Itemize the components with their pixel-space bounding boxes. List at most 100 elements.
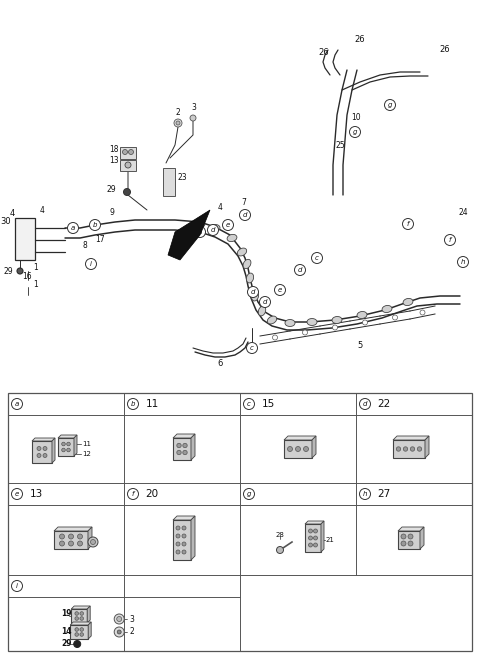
Polygon shape <box>425 436 429 458</box>
Circle shape <box>117 630 121 634</box>
Circle shape <box>296 447 300 451</box>
Circle shape <box>176 550 180 554</box>
Text: 25: 25 <box>335 141 345 150</box>
Text: 1: 1 <box>34 280 38 289</box>
FancyBboxPatch shape <box>173 438 191 460</box>
Circle shape <box>75 632 79 636</box>
Text: 26: 26 <box>355 35 365 44</box>
Circle shape <box>60 541 64 546</box>
Polygon shape <box>393 436 429 440</box>
Text: f: f <box>407 221 409 227</box>
Polygon shape <box>191 434 195 460</box>
Circle shape <box>176 542 180 546</box>
Text: 12: 12 <box>82 451 91 457</box>
Text: c: c <box>250 345 254 351</box>
Text: 5: 5 <box>358 341 362 350</box>
Text: h: h <box>363 491 367 497</box>
Text: d: d <box>298 267 302 273</box>
Text: 28: 28 <box>276 532 285 538</box>
Circle shape <box>207 224 218 236</box>
FancyBboxPatch shape <box>393 440 425 458</box>
Text: 26: 26 <box>440 45 450 54</box>
Circle shape <box>129 150 133 155</box>
Text: g: g <box>353 129 357 135</box>
Circle shape <box>77 534 83 539</box>
Ellipse shape <box>195 220 205 228</box>
Text: 7: 7 <box>241 198 246 207</box>
Circle shape <box>43 447 47 451</box>
Text: 4: 4 <box>10 209 14 218</box>
Circle shape <box>410 447 415 451</box>
Text: 9: 9 <box>109 208 114 217</box>
Text: 13: 13 <box>109 156 119 165</box>
Text: 20: 20 <box>145 489 158 499</box>
Circle shape <box>309 543 312 547</box>
Polygon shape <box>312 436 316 458</box>
Text: e: e <box>15 491 19 497</box>
Circle shape <box>295 264 305 276</box>
Circle shape <box>174 119 182 127</box>
Text: g: g <box>247 491 251 497</box>
Circle shape <box>309 529 312 533</box>
Text: e: e <box>226 222 230 228</box>
Polygon shape <box>398 527 424 531</box>
Text: 29: 29 <box>107 185 116 194</box>
Circle shape <box>243 398 254 409</box>
Circle shape <box>349 127 360 138</box>
Text: 29: 29 <box>61 640 72 649</box>
Circle shape <box>408 534 413 539</box>
FancyBboxPatch shape <box>305 524 321 552</box>
Circle shape <box>122 150 128 155</box>
Text: d: d <box>198 229 202 235</box>
Text: d: d <box>211 227 215 233</box>
Circle shape <box>37 453 41 457</box>
Circle shape <box>114 627 124 637</box>
Circle shape <box>313 543 317 547</box>
Circle shape <box>128 398 139 409</box>
Text: e: e <box>278 287 282 293</box>
Circle shape <box>333 325 337 330</box>
Text: 19: 19 <box>61 609 72 619</box>
Text: 3: 3 <box>192 103 196 112</box>
Ellipse shape <box>382 306 392 312</box>
Text: f: f <box>132 491 134 497</box>
Text: c: c <box>315 255 319 261</box>
Text: 3: 3 <box>129 615 134 623</box>
Circle shape <box>403 447 408 451</box>
FancyBboxPatch shape <box>32 441 52 463</box>
Circle shape <box>302 330 308 335</box>
FancyBboxPatch shape <box>120 147 136 159</box>
Polygon shape <box>168 210 210 260</box>
Text: 27: 27 <box>377 489 391 499</box>
Circle shape <box>240 209 251 220</box>
Text: f: f <box>449 237 451 243</box>
Polygon shape <box>70 622 91 625</box>
Text: 11: 11 <box>82 441 91 447</box>
Circle shape <box>312 253 323 264</box>
Circle shape <box>384 100 396 110</box>
Ellipse shape <box>307 319 317 325</box>
Circle shape <box>125 162 131 168</box>
Circle shape <box>243 489 254 499</box>
Text: 4: 4 <box>217 203 222 212</box>
FancyBboxPatch shape <box>163 168 175 196</box>
Text: 24: 24 <box>458 208 468 217</box>
Circle shape <box>117 617 122 621</box>
Text: i: i <box>90 261 92 267</box>
Circle shape <box>444 234 456 245</box>
Ellipse shape <box>267 316 276 324</box>
Ellipse shape <box>332 316 342 323</box>
Circle shape <box>288 447 292 451</box>
Circle shape <box>360 398 371 409</box>
FancyBboxPatch shape <box>58 438 74 456</box>
Circle shape <box>12 581 23 592</box>
Text: g: g <box>388 102 392 108</box>
Circle shape <box>247 342 257 354</box>
Polygon shape <box>173 516 195 520</box>
Ellipse shape <box>403 298 413 306</box>
Text: 8: 8 <box>83 241 87 250</box>
Circle shape <box>67 442 70 446</box>
Text: 23: 23 <box>177 173 187 182</box>
Circle shape <box>223 220 233 230</box>
Circle shape <box>183 450 187 455</box>
